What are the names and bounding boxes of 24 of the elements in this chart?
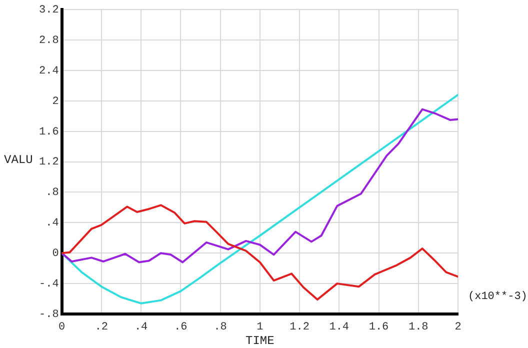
y-tick-label: .8 bbox=[46, 187, 59, 200]
y-tick-label: 1.2 bbox=[38, 156, 59, 169]
y-tick-label: -.4 bbox=[38, 278, 60, 290]
x-tick-label: 1.8 bbox=[408, 321, 428, 334]
y-tick-label: 2.8 bbox=[38, 34, 59, 47]
y-tick-label: .4 bbox=[46, 218, 60, 230]
y-tick-label: 2 bbox=[52, 96, 59, 108]
x-tick-label: 1.2 bbox=[290, 321, 310, 334]
x-tick-label: 1 bbox=[256, 321, 264, 334]
x-tick-label: .8 bbox=[214, 321, 227, 334]
x-tick-label: 1.6 bbox=[368, 321, 389, 334]
y-tick-label: 1.6 bbox=[38, 126, 59, 138]
x-tick-label: 2 bbox=[454, 321, 462, 334]
y-tick-label: 2.4 bbox=[38, 65, 60, 78]
x-tick-label: 1.4 bbox=[329, 321, 350, 334]
x-tick-label: .2 bbox=[94, 321, 108, 334]
y-tick-label: -.8 bbox=[38, 308, 59, 321]
text: (x10**-3) bbox=[468, 290, 528, 303]
x-axis-title: TIME bbox=[245, 334, 274, 348]
x-tick-label: .4 bbox=[134, 321, 148, 334]
y-tick-label: 0 bbox=[52, 248, 59, 260]
y-tick-label: 3.2 bbox=[38, 4, 59, 17]
x-tick-label: .6 bbox=[174, 321, 188, 334]
y-axis-title: VALU bbox=[4, 152, 33, 167]
